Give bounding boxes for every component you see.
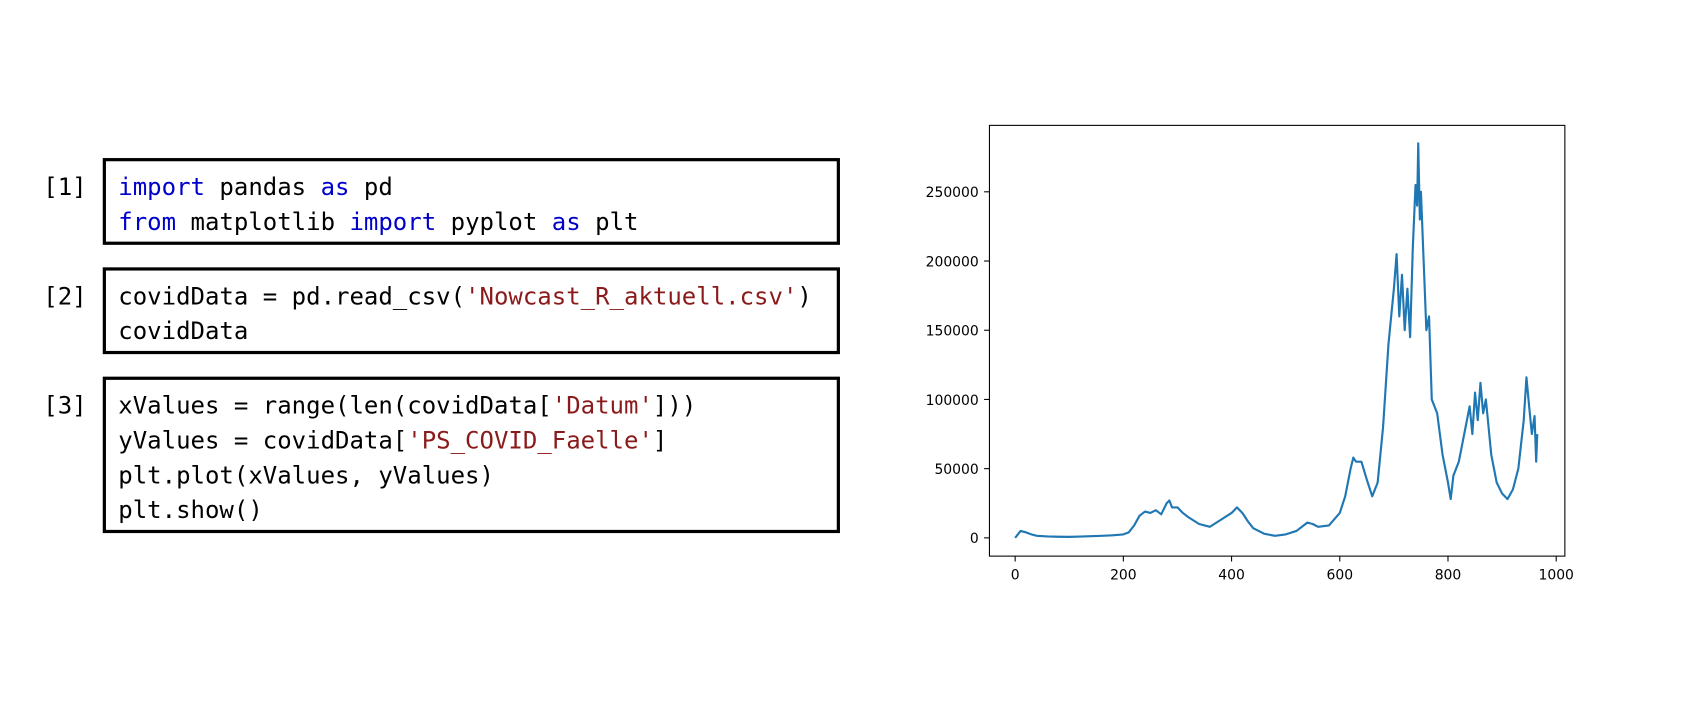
code-token: plt.show() (118, 496, 262, 524)
y-tick-label: 200000 (926, 254, 979, 270)
x-tick-label: 1000 (1539, 568, 1574, 584)
code-token: as (321, 173, 350, 201)
code-line: covidData (118, 317, 248, 345)
cell-prompt: [3] (43, 392, 86, 420)
code-token: 'Datum' (552, 392, 653, 420)
code-token: plt (581, 208, 639, 236)
code-token: ])) (653, 392, 696, 420)
plot-frame (988, 124, 1566, 557)
x-tick-label: 600 (1327, 568, 1354, 584)
y-tick-label: 50000 (934, 462, 978, 478)
code-token: 'Nowcast_R_aktuell.csv' (465, 282, 797, 310)
code-token: import (118, 173, 205, 201)
code-token: 'PS_COVID_Faelle' (407, 426, 653, 454)
code-token: import (349, 208, 436, 236)
code-token: matplotlib (176, 208, 349, 236)
data-line (1014, 142, 1539, 539)
x-tick-label: 0 (1011, 568, 1020, 584)
code-token: plt.plot(xValues, yValues) (118, 461, 494, 489)
code-token: ) (797, 282, 811, 310)
y-tick-label: 150000 (926, 324, 979, 340)
cell-prompt: [2] (43, 282, 86, 310)
y-tick-label: 100000 (926, 393, 979, 409)
code-token: pd (349, 173, 392, 201)
code-line: import pandas as pd (118, 173, 393, 201)
code-token: yValues = covidData[ (118, 426, 407, 454)
cell-prompt: [1] (43, 173, 86, 201)
x-tick-label: 400 (1218, 568, 1245, 584)
code-line: plt.plot(xValues, yValues) (118, 461, 494, 489)
y-tick-label: 250000 (926, 185, 979, 201)
code-token: pandas (205, 173, 321, 201)
code-line: from matplotlib import pyplot as plt (118, 208, 638, 236)
code-token: covidData = pd.read_csv( (118, 282, 465, 310)
code-line: covidData = pd.read_csv('Nowcast_R_aktue… (118, 282, 812, 310)
code-line: xValues = range(len(covidData['Datum'])) (118, 392, 696, 420)
code-token: as (552, 208, 581, 236)
code-line: plt.show() (118, 496, 262, 524)
code-cell (102, 376, 840, 534)
x-tick-label: 200 (1110, 568, 1137, 584)
code-token: ] (653, 426, 667, 454)
code-cell (102, 158, 840, 245)
x-tick-label: 800 (1435, 568, 1462, 584)
y-tick-label: 0 (970, 531, 979, 547)
code-token: covidData (118, 317, 248, 345)
code-token: xValues = range(len(covidData[ (118, 392, 551, 420)
code-line: yValues = covidData['PS_COVID_Faelle'] (118, 426, 667, 454)
code-cell (102, 267, 840, 355)
code-token: pyplot (436, 208, 552, 236)
code-token: from (118, 208, 176, 236)
